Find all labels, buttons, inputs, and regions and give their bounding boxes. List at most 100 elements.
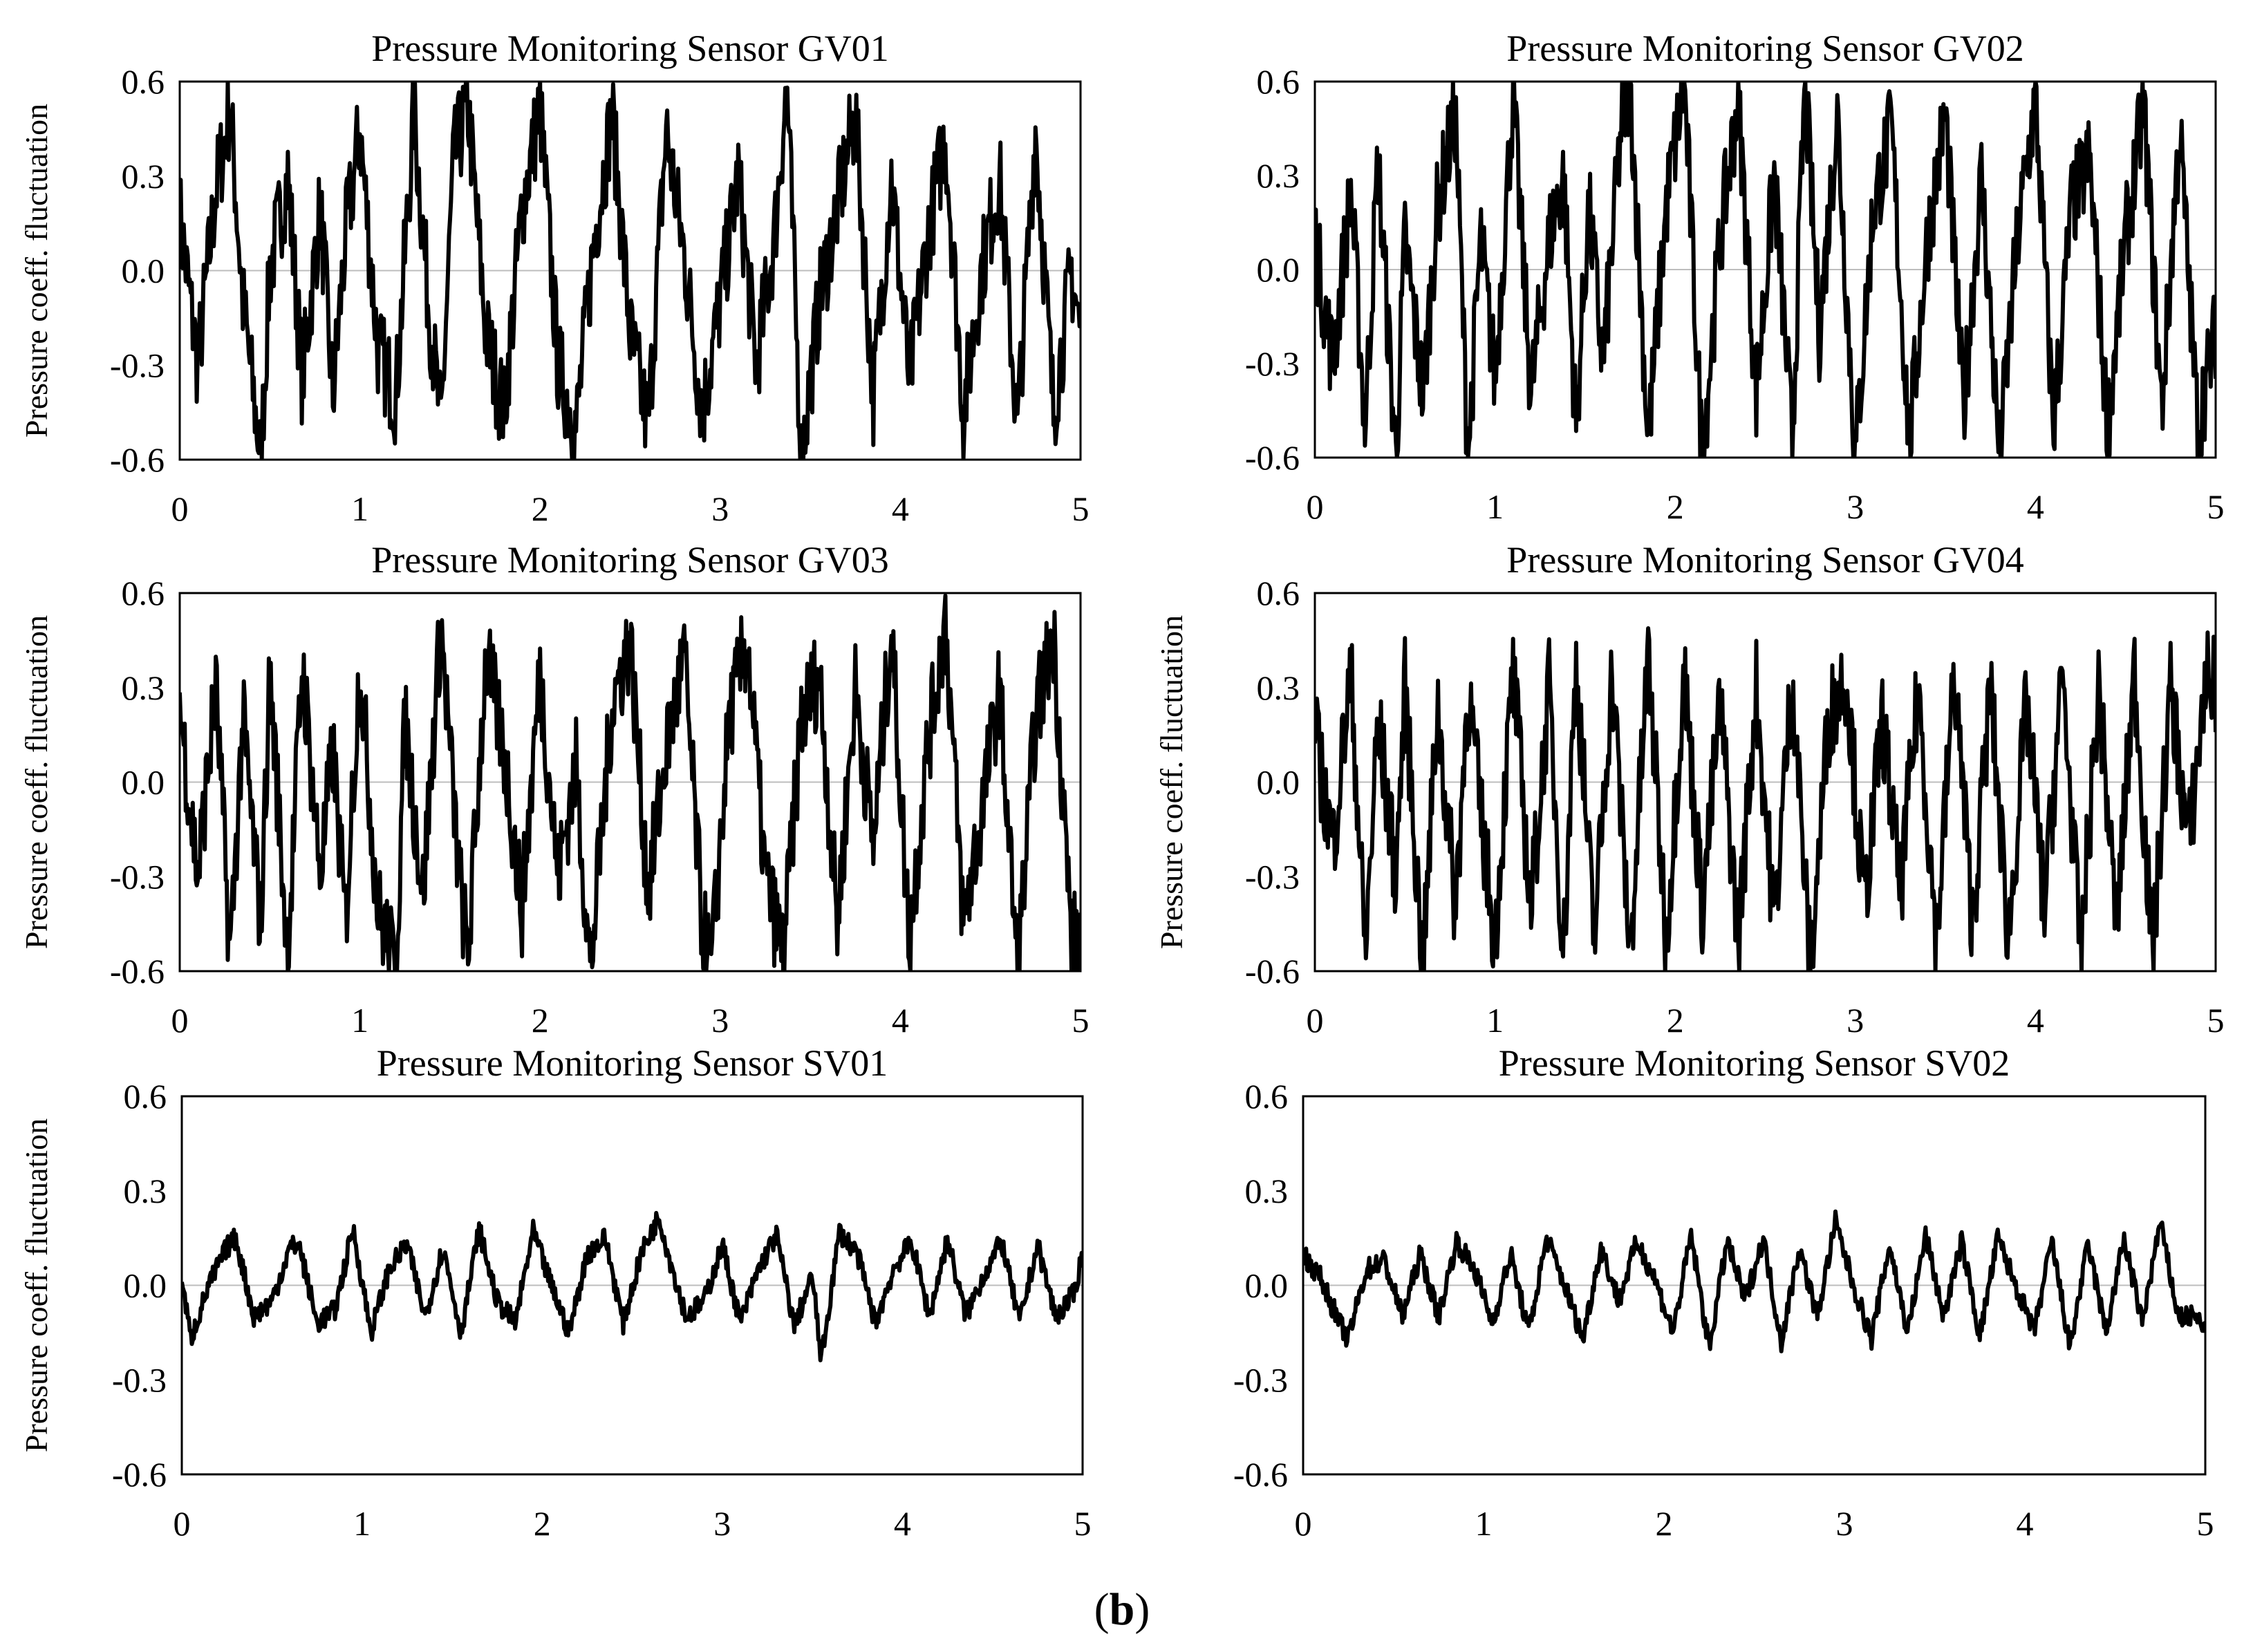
x-tick-label: 1 bbox=[351, 1001, 368, 1040]
y-tick-label: 0.3 bbox=[122, 668, 165, 707]
y-tick-label: -0.3 bbox=[112, 1360, 167, 1399]
y-tick-label: 0.6 bbox=[122, 62, 165, 101]
y-tick-label: -0.6 bbox=[1233, 1455, 1288, 1494]
x-tick-label: 5 bbox=[2207, 487, 2225, 526]
figure-caption: (b) bbox=[1094, 1584, 1150, 1635]
caption-open-paren: ( bbox=[1094, 1584, 1110, 1635]
x-tick-label: 0 bbox=[1307, 1001, 1324, 1040]
series-line-1 bbox=[180, 82, 1081, 460]
series-line-1 bbox=[1303, 1209, 2205, 1353]
plot-frame bbox=[1313, 80, 2217, 459]
y-tick-label: 0.6 bbox=[122, 574, 165, 612]
x-tick-label: 2 bbox=[1667, 487, 1684, 526]
y-tick-label: 0.3 bbox=[1245, 1172, 1289, 1210]
chart-title: Pressure Monitoring Sensor GV02 bbox=[1506, 28, 2023, 69]
series-line-1 bbox=[1315, 626, 2216, 971]
chart-title: Pressure Monitoring Sensor GV03 bbox=[371, 539, 888, 581]
x-tick-label: 3 bbox=[1846, 1001, 1864, 1040]
y-axis-label: Pressure coeff. fluctuation bbox=[1154, 615, 1189, 949]
y-axis-label: Pressure coeff. fluctuation bbox=[19, 615, 54, 949]
y-tick-label: 0.6 bbox=[1257, 62, 1300, 101]
y-tick-label: -0.6 bbox=[112, 1455, 167, 1494]
caption-letter: b bbox=[1110, 1584, 1135, 1635]
x-tick-label: 2 bbox=[1667, 1001, 1684, 1040]
x-tick-label: 1 bbox=[353, 1504, 371, 1543]
x-tick-label: 5 bbox=[2207, 1001, 2225, 1040]
chart-title: Pressure Monitoring Sensor GV01 bbox=[371, 28, 888, 69]
x-tick-label: 4 bbox=[2017, 1504, 2034, 1543]
y-tick-label: 0.0 bbox=[1245, 1266, 1289, 1305]
y-axis-label: Pressure coeff. fluctuation bbox=[19, 104, 54, 438]
y-tick-label: 0.0 bbox=[1257, 763, 1300, 802]
y-tick-label: -0.3 bbox=[1245, 344, 1300, 383]
x-tick-label: 2 bbox=[532, 1001, 549, 1040]
y-tick-label: 0.3 bbox=[1257, 668, 1300, 707]
chart-title: Pressure Monitoring Sensor SV02 bbox=[1499, 1042, 2010, 1084]
x-tick-label: 1 bbox=[1486, 1001, 1504, 1040]
y-tick-label: 0.0 bbox=[124, 1266, 167, 1305]
chart-panel-5: Pressure Monitoring Sensor SV01 0.6 0.3 0.0… bbox=[19, 1042, 1092, 1543]
x-tick-label: 2 bbox=[1656, 1504, 1673, 1543]
chart-title: Pressure Monitoring Sensor GV04 bbox=[1506, 539, 2023, 581]
x-tick-label: 5 bbox=[1074, 1504, 1092, 1543]
caption-close-paren: ) bbox=[1134, 1584, 1150, 1635]
x-tick-label: 3 bbox=[711, 489, 729, 528]
series-line-1 bbox=[182, 1210, 1083, 1362]
x-tick-label: 2 bbox=[532, 489, 549, 528]
y-tick-label: -0.3 bbox=[110, 857, 165, 896]
chart-panel-1: Pressure Monitoring Sensor GV01 0.6 0.3 0.0… bbox=[19, 28, 1090, 528]
x-tick-label: 3 bbox=[1836, 1504, 1853, 1543]
y-tick-label: 0.0 bbox=[122, 763, 165, 802]
x-tick-label: 2 bbox=[534, 1504, 551, 1543]
y-tick-label: -0.3 bbox=[110, 346, 165, 384]
chart-panel-2: Pressure Monitoring Sensor GV02 0.6 0.3 0.0… bbox=[1245, 28, 2225, 526]
y-tick-label: 0.6 bbox=[1245, 1077, 1289, 1116]
x-tick-label: 3 bbox=[713, 1504, 731, 1543]
x-tick-label: 5 bbox=[1072, 489, 1090, 528]
series-line-1 bbox=[1315, 82, 2216, 458]
x-tick-label: 0 bbox=[1295, 1504, 1312, 1543]
y-axis-label: Pressure coeff. fluctuation bbox=[19, 1118, 54, 1452]
chart-panel-4: Pressure Monitoring Sensor GV04 0.6 0.3 0.0… bbox=[1154, 539, 2225, 1040]
y-tick-label: 0.3 bbox=[122, 157, 165, 196]
series-line-1 bbox=[180, 593, 1081, 971]
x-tick-label: 4 bbox=[2027, 1001, 2044, 1040]
plot-frame bbox=[1313, 592, 2217, 973]
x-tick-label: 3 bbox=[711, 1001, 729, 1040]
y-tick-label: 0.0 bbox=[1257, 250, 1300, 289]
x-tick-label: 4 bbox=[894, 1504, 911, 1543]
x-tick-label: 0 bbox=[171, 489, 189, 528]
x-tick-label: 0 bbox=[171, 1001, 189, 1040]
y-tick-label: 0.6 bbox=[1257, 574, 1300, 612]
x-tick-label: 1 bbox=[1475, 1504, 1493, 1543]
x-tick-label: 3 bbox=[1846, 487, 1864, 526]
y-tick-label: -0.3 bbox=[1245, 857, 1300, 896]
plot-frame bbox=[1302, 1095, 2207, 1476]
y-tick-label: 0.3 bbox=[124, 1172, 167, 1210]
y-tick-label: -0.6 bbox=[1245, 438, 1300, 477]
x-tick-label: 4 bbox=[892, 489, 909, 528]
y-tick-label: -0.6 bbox=[1245, 952, 1300, 991]
x-tick-label: 5 bbox=[2197, 1504, 2214, 1543]
x-tick-label: 4 bbox=[892, 1001, 909, 1040]
plot-frame bbox=[180, 1095, 1084, 1476]
y-tick-label: -0.6 bbox=[110, 440, 165, 479]
y-tick-label: 0.0 bbox=[122, 252, 165, 290]
x-tick-label: 1 bbox=[1486, 487, 1504, 526]
x-tick-label: 0 bbox=[1307, 487, 1324, 526]
y-tick-label: -0.6 bbox=[110, 952, 165, 991]
plot-frame bbox=[178, 80, 1082, 461]
plot-frame bbox=[178, 592, 1082, 973]
x-tick-label: 0 bbox=[174, 1504, 191, 1543]
x-tick-label: 1 bbox=[351, 489, 368, 528]
x-tick-label: 4 bbox=[2027, 487, 2044, 526]
y-tick-label: 0.6 bbox=[124, 1077, 167, 1116]
y-tick-label: 0.3 bbox=[1257, 156, 1300, 195]
y-tick-label: -0.3 bbox=[1233, 1360, 1288, 1399]
chart-panel-6: Pressure Monitoring Sensor SV02 0.6 0.3 0.0… bbox=[1233, 1042, 2214, 1543]
x-tick-label: 5 bbox=[1072, 1001, 1090, 1040]
chart-panel-3: Pressure Monitoring Sensor GV03 0.6 0.3 0.0… bbox=[19, 539, 1090, 1040]
chart-title: Pressure Monitoring Sensor SV01 bbox=[377, 1042, 888, 1084]
